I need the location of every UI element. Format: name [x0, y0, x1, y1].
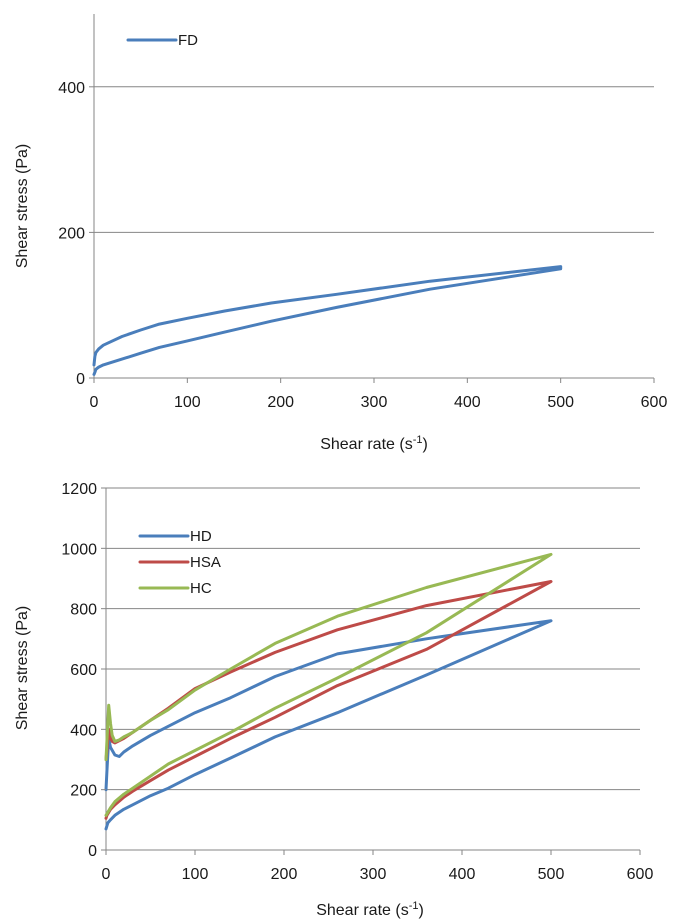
series-line-hd: [104, 619, 553, 831]
legend-label-fd: FD: [178, 32, 198, 49]
x-axis-label: Shear rate (s-1): [320, 434, 428, 453]
y-tick-label: 200: [70, 783, 97, 800]
y-tick-label: 1000: [61, 541, 97, 558]
y-tick-label: 400: [58, 80, 85, 97]
y-tick-label: 600: [70, 662, 97, 679]
series-line-fd: [92, 265, 563, 376]
chart-bottom: 0 100 200 300 400 500 600 0 200 400 600 800 1000 1200…: [14, 481, 653, 919]
series-line-hc: [104, 552, 553, 817]
chart-top: 0 100 200 300 400 500 600 0 200 400 FD Shear stre…: [14, 14, 667, 453]
x-tick-label: 400: [454, 394, 481, 411]
x-tick-label: 600: [641, 394, 668, 411]
x-axis-label: Shear rate (s-1): [316, 900, 424, 919]
y-axis-label: Shear stress (Pa): [14, 606, 31, 730]
x-tick-label: 400: [449, 866, 476, 883]
legend-label-hsa: HSA: [190, 554, 221, 571]
legend-label-hc: HC: [190, 580, 212, 597]
y-tick-label: 800: [70, 602, 97, 619]
x-tick-label: 500: [538, 866, 565, 883]
x-tick-label: 300: [361, 394, 388, 411]
y-tick-label: 0: [88, 843, 97, 860]
x-tick-label: 200: [271, 866, 298, 883]
x-tick-label: 600: [627, 866, 654, 883]
x-tick-label: 0: [102, 866, 111, 883]
y-tick-label: 1200: [61, 481, 97, 498]
x-tick-label: 100: [174, 394, 201, 411]
y-axis-label: Shear stress (Pa): [14, 144, 31, 268]
x-tick-label: 300: [360, 866, 387, 883]
x-tick-label: 100: [182, 866, 209, 883]
y-tick-label: 200: [58, 225, 85, 242]
x-tick-label: 200: [267, 394, 294, 411]
x-tick-label: 500: [547, 394, 574, 411]
y-tick-label: 400: [70, 722, 97, 739]
series-line-hsa: [104, 580, 553, 820]
legend-label-hd: HD: [190, 528, 212, 545]
y-tick-label: 0: [76, 371, 85, 388]
x-tick-label: 0: [90, 394, 99, 411]
